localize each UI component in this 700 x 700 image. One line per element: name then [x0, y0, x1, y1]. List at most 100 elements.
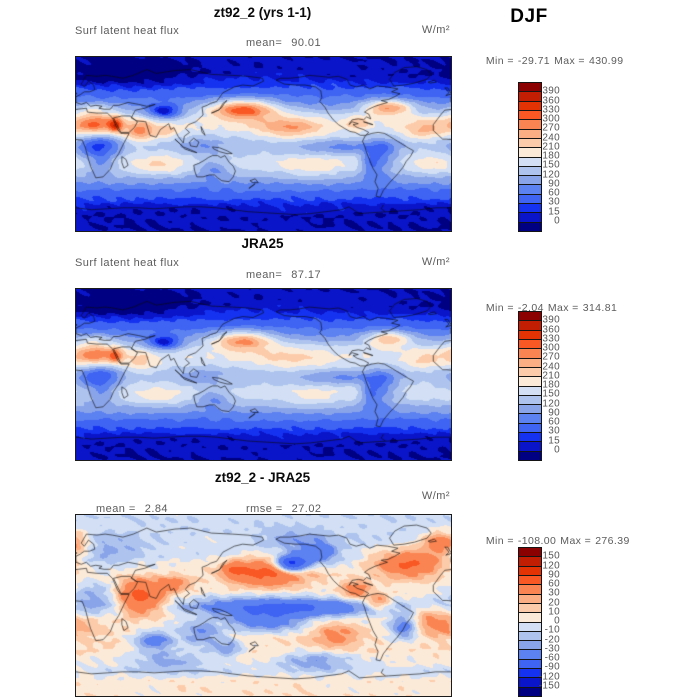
colorbar-swatch — [519, 109, 541, 120]
colorbar-tick-label: -60 — [544, 652, 560, 664]
panel-title: zt92_2 - JRA25 — [214, 470, 311, 485]
difference-map-canvas — [75, 514, 452, 697]
colorbar-tick-label: 15 — [548, 206, 560, 217]
colorbar-swatch — [519, 320, 541, 330]
colorbar — [518, 311, 542, 461]
colorbar-tick-label: 0 — [554, 615, 560, 627]
colorbar-swatch — [519, 668, 541, 678]
rmse-stat: rmse = 27.02 — [225, 491, 321, 527]
colorbar-tick-label: 0 — [554, 444, 560, 456]
mean-stat: mean= 87.17 — [225, 257, 321, 293]
colorbar-swatch — [519, 329, 541, 339]
colorbar-tick-label: 30 — [548, 587, 560, 599]
colorbar-swatch — [519, 376, 541, 386]
mean-label: mean= — [246, 269, 283, 281]
colorbar-swatch — [519, 593, 541, 603]
mean-stat: mean= 90.01 — [225, 25, 321, 61]
colorbar-swatch — [519, 686, 541, 696]
units-label: W/m² — [421, 24, 450, 36]
colorbar-swatch — [519, 404, 541, 414]
colorbar-swatch — [519, 649, 541, 659]
colorbar-swatch — [519, 212, 541, 222]
colorbar-tick-label: -150 — [538, 680, 560, 692]
max-label: Max = — [560, 535, 592, 547]
mean-value: 87.17 — [291, 269, 322, 281]
colorbar-swatch — [519, 338, 541, 349]
colorbar-tick-label: 330 — [542, 104, 560, 116]
colorbar-tick-label: 270 — [542, 122, 560, 134]
colorbar — [518, 547, 542, 697]
colorbar-swatch — [519, 156, 541, 166]
colorbar-swatch — [519, 640, 541, 650]
colorbar-swatch — [519, 100, 541, 110]
colorbar-swatch — [519, 394, 541, 405]
minmax-stat: Min = -29.71 Max = 430.99 — [466, 43, 627, 79]
max-label: Max = — [547, 302, 579, 314]
max-value: 314.81 — [582, 302, 618, 314]
panel-title: zt92_2 (yrs 1-1) — [213, 5, 312, 20]
colorbar-swatch — [519, 612, 541, 622]
colorbar-tick-label: 300 — [542, 113, 560, 125]
colorbar-tick-label: 210 — [542, 370, 560, 382]
min-label: Min = — [485, 302, 514, 314]
colorbar-swatch — [519, 137, 541, 148]
colorbar-tick-labels: 150 120 90 60 30 20 10 0 -10 -20 -30 -60 -90 -120 -150 — [528, 547, 560, 695]
colorbar-tick-label: 330 — [542, 333, 560, 345]
colorbar-swatch — [519, 366, 541, 377]
colorbar-swatch — [519, 312, 541, 321]
colorbar-tick-label: 10 — [548, 606, 560, 618]
colorbar-swatch — [519, 91, 541, 101]
rmse-value: 27.02 — [291, 503, 322, 515]
colorbar-tick-label: 150 — [542, 550, 560, 562]
colorbar-tick-label: 390 — [542, 314, 560, 326]
mean-label: mean= — [246, 37, 283, 49]
colorbar-tick-label: 390 — [542, 85, 560, 97]
min-label: Min = — [485, 55, 514, 67]
colorbar-tick-label: 120 — [542, 398, 560, 409]
colorbar-tick-label: 90 — [548, 178, 560, 190]
colorbar-swatch — [519, 175, 541, 185]
mean-stat: mean = 2.84 — [75, 491, 168, 527]
mean-value: 2.84 — [144, 503, 168, 515]
colorbar-tick-label: 90 — [548, 407, 560, 419]
colorbar-swatch — [519, 450, 541, 460]
colorbar — [518, 82, 542, 232]
season-label: DJF — [510, 6, 548, 27]
min-value: -108.00 — [517, 535, 557, 547]
units-label: W/m² — [421, 256, 450, 268]
colorbar-tick-label: -30 — [544, 643, 560, 655]
colorbar-tick-label: 360 — [542, 324, 560, 335]
colorbar-tick-label: 180 — [542, 379, 560, 391]
colorbar-swatch — [519, 184, 541, 194]
colorbar-swatch — [519, 119, 541, 129]
colorbar-swatch — [519, 128, 541, 138]
units-label: W/m² — [421, 490, 450, 502]
colorbar-swatch — [519, 193, 541, 204]
colorbar-swatch — [519, 422, 541, 433]
min-value: -29.71 — [517, 55, 551, 67]
colorbar-swatch — [519, 357, 541, 367]
colorbar-swatch — [519, 385, 541, 395]
colorbar-tick-label: 30 — [548, 425, 560, 437]
colorbar-tick-label: 15 — [548, 435, 560, 446]
colorbar-tick-labels: 390 360 330 300 270 240 210 180 150 120 90 60 30 15 0 — [528, 311, 560, 459]
colorbar-tick-label: 0 — [554, 215, 560, 227]
colorbar-swatch — [519, 441, 541, 451]
colorbar-tick-label: 60 — [548, 187, 560, 199]
colorbar-tick-labels: 390 360 330 300 270 240 210 180 150 120 90 60 30 15 0 — [528, 82, 560, 230]
colorbar-tick-label: 150 — [542, 159, 560, 171]
variable-label: Surf latent heat flux — [75, 25, 180, 37]
colorbar-tick-label: 60 — [548, 578, 560, 590]
colorbar-swatch — [519, 584, 541, 594]
colorbar-tick-label: 90 — [548, 569, 560, 581]
variable-label: Surf latent heat flux — [75, 257, 180, 269]
colorbar-tick-label: 120 — [542, 169, 560, 180]
colorbar-swatch — [519, 677, 541, 687]
colorbar-swatch — [519, 165, 541, 176]
colorbar-tick-label: -90 — [544, 661, 560, 673]
minmax-stat: Min = -108.00 Max = 276.39 — [466, 523, 634, 559]
colorbar-tick-label: -120 — [538, 671, 560, 682]
colorbar-tick-label: 120 — [542, 560, 560, 571]
colorbar-swatch — [519, 413, 541, 423]
